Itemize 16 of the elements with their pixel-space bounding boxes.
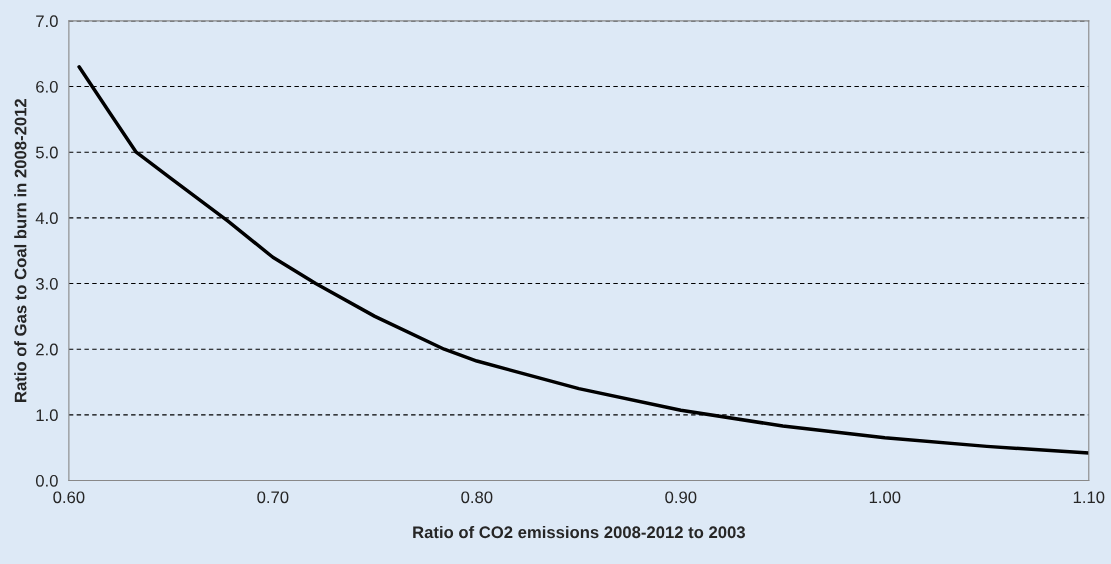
x-tick-label: 0.60: [53, 491, 85, 504]
y-tick-label: 7.0: [36, 15, 58, 28]
y-tick-label: 2.0: [36, 343, 58, 356]
y-tick-label: 0.0: [35, 474, 58, 487]
x-tick-label: 1.00: [869, 491, 901, 504]
y-tick-label: 3.0: [35, 277, 58, 290]
x-tick-label: 1.10: [1073, 491, 1105, 504]
x-axis-title: Ratio of CO2 emissions 2008-2012 to 2003: [413, 525, 745, 539]
x-tick-label: 0.70: [257, 491, 289, 504]
y-axis-title: Ratio of Gas to Coal burn in 2008-2012: [14, 99, 27, 402]
x-tick-label: 0.80: [461, 491, 493, 504]
y-tick-label: 5.0: [35, 146, 58, 159]
x-tick-label: 0.90: [665, 491, 697, 504]
y-tick-label: 4.0: [35, 212, 58, 225]
y-tick-label: 6.0: [36, 80, 58, 93]
y-tick-label: 1.0: [36, 409, 58, 422]
